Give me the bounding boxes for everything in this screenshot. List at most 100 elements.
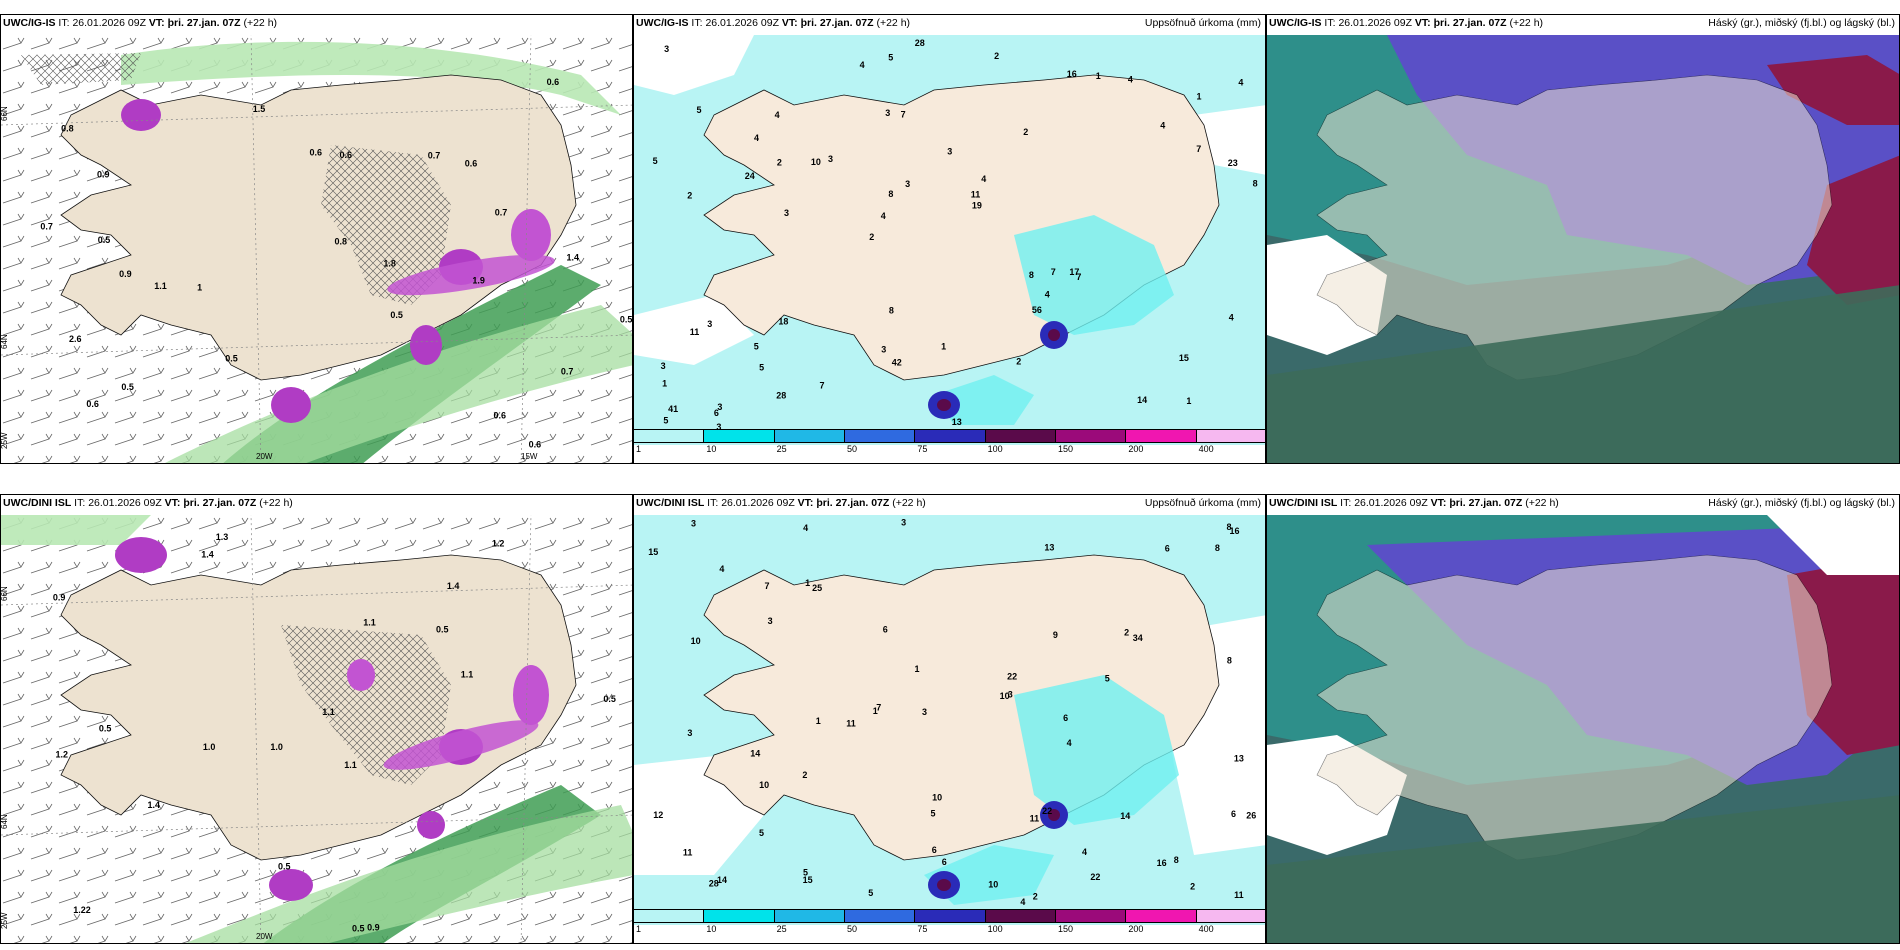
value-label: 0.5 — [352, 924, 365, 934]
value-label: 28 — [915, 38, 925, 48]
value-label: 3 — [707, 319, 712, 329]
value-label: 0.9 — [367, 923, 380, 933]
value-label: 11 — [690, 327, 700, 337]
value-label: 4 — [1067, 738, 1072, 748]
value-label: 0.6 — [310, 147, 323, 157]
hatched-region — [21, 53, 141, 85]
value-label: 1.4 — [567, 253, 580, 263]
value-label: 7 — [1196, 144, 1201, 154]
value-label: 1.0 — [270, 742, 283, 752]
lon-label: 20W — [256, 452, 273, 461]
lat-label: 64N — [1, 814, 9, 829]
value-label: 2 — [869, 232, 874, 242]
value-label: 2.6 — [69, 334, 82, 344]
value-label: 4 — [1128, 74, 1133, 84]
precip-band-green — [1, 515, 151, 545]
heavy-precip-cell — [417, 811, 445, 839]
value-label: 4 — [754, 133, 759, 143]
cloud-cover-map — [1267, 515, 1899, 943]
colorbar-label: 10 — [706, 924, 717, 934]
panel-title: UWC/IG-IS IT: 26.01.2026 09Z VT: þri. 27… — [3, 17, 277, 30]
panel-title: UWC/DINI ISL IT: 26.01.2026 09Z VT: þri.… — [3, 497, 343, 510]
value-label: 4 — [1229, 313, 1234, 323]
value-label: 3 — [716, 422, 721, 432]
value-label: 1 — [873, 706, 878, 716]
vt-label: VT: — [148, 17, 165, 29]
colorbar-label: 1 — [636, 924, 642, 934]
value-label: 41 — [668, 404, 678, 414]
lat-label: 66N — [1, 106, 9, 121]
value-label: 6 — [1231, 809, 1236, 819]
value-label: 0.7 — [495, 208, 508, 218]
it-label: IT: — [707, 497, 719, 509]
value-label: 0.5 — [436, 624, 449, 634]
value-label: 3 — [717, 402, 722, 412]
model-name: UWC/DINI ISL — [3, 497, 72, 509]
colorbar-swatch — [704, 429, 775, 443]
value-label: 11 — [1030, 814, 1040, 824]
wind-precip-map: 66N 64N 25W 20W 15W 0.60.90.50.80.70.90.… — [1, 35, 632, 463]
value-label: 7 — [765, 581, 770, 591]
precip-max-cell — [1048, 329, 1060, 341]
value-label: 1.1 — [154, 281, 167, 291]
value-label: 8 — [1227, 522, 1232, 532]
value-label: 6 — [883, 624, 888, 634]
lead-time: (+22 h) — [1525, 497, 1559, 509]
value-label: 1 — [941, 342, 946, 352]
wind-values-group: 0.6 0.9 0.5 0.8 0.7 0.9 0.5 1 0.6 0.6 0.7 0.6 0.5 1.5… — [40, 77, 632, 450]
value-label: 12 — [653, 810, 663, 820]
value-label: 24 — [745, 171, 755, 181]
value-label: 4 — [1045, 290, 1050, 300]
it-value: 26.01.2026 09Z — [705, 17, 779, 29]
value-label: 15 — [803, 875, 813, 885]
value-label: 22 — [1007, 671, 1017, 681]
value-label: 6 — [1165, 543, 1170, 553]
vt-label: VT: — [781, 17, 798, 29]
heavy-precip-cell — [121, 99, 161, 131]
value-label: 3 — [922, 707, 927, 717]
vt-label: VT: — [164, 497, 181, 509]
value-label: 3 — [687, 728, 692, 738]
value-label: 3 — [691, 519, 696, 529]
hatched-region — [321, 145, 451, 305]
value-label: 15 — [648, 547, 658, 557]
value-label: 0.9 — [53, 593, 66, 603]
colorbar-swatch — [1126, 429, 1197, 443]
value-label: 3 — [1008, 690, 1013, 700]
value-label: 8 — [888, 189, 893, 199]
model-name: UWC/DINI ISL — [636, 497, 705, 509]
value-label: 0.6 — [529, 440, 542, 450]
it-value: 26.01.2026 09Z — [721, 497, 795, 509]
value-label: 42 — [892, 358, 902, 368]
value-label: 5 — [1105, 673, 1110, 683]
precip-band-green — [121, 41, 621, 115]
wind-values-group: 1.31.40.51.01.10.50.90.51.21.11.11.221.4… — [53, 532, 616, 934]
precip-moderate — [1014, 675, 1179, 825]
lead-time: (+22 h) — [243, 17, 278, 29]
panel-title: UWC/IG-IS IT: 26.01.2026 09Z VT: þri. 27… — [636, 17, 910, 30]
value-label: 1.1 — [363, 618, 376, 628]
lon-label: 15W — [521, 452, 538, 461]
value-label: 2 — [1190, 882, 1195, 892]
longitude-line — [250, 35, 262, 463]
colorbar-label: 25 — [776, 924, 787, 934]
precip-accum-map: 5454441236667513101015111511162228341412… — [634, 515, 1265, 925]
value-label: 14 — [1137, 395, 1147, 405]
value-label: 15 — [1179, 353, 1189, 363]
value-label: 8 — [889, 306, 894, 316]
hatched-region — [281, 625, 451, 785]
panel-top-left: UWC/IG-IS IT: 26.01.2026 09Z VT: þri. 27… — [0, 14, 633, 464]
value-label: 13 — [1234, 754, 1244, 764]
colorbar-label: 75 — [917, 444, 928, 454]
vt-value: þri. 27.jan. 07Z — [167, 17, 241, 29]
value-label: 2 — [687, 191, 692, 201]
value-label: 34 — [1133, 633, 1143, 643]
model-name: UWC/IG-IS — [636, 17, 689, 29]
value-label: 16 — [1067, 69, 1077, 79]
vt-label: VT: — [1414, 17, 1431, 29]
colorbar-label: 75 — [917, 924, 928, 934]
value-label: 0.8 — [335, 236, 348, 246]
value-label: 1.4 — [447, 581, 460, 591]
value-label: 0.8 — [61, 124, 74, 134]
panel-title: UWC/IG-IS IT: 26.01.2026 09Z VT: þri. 27… — [1269, 17, 1543, 30]
